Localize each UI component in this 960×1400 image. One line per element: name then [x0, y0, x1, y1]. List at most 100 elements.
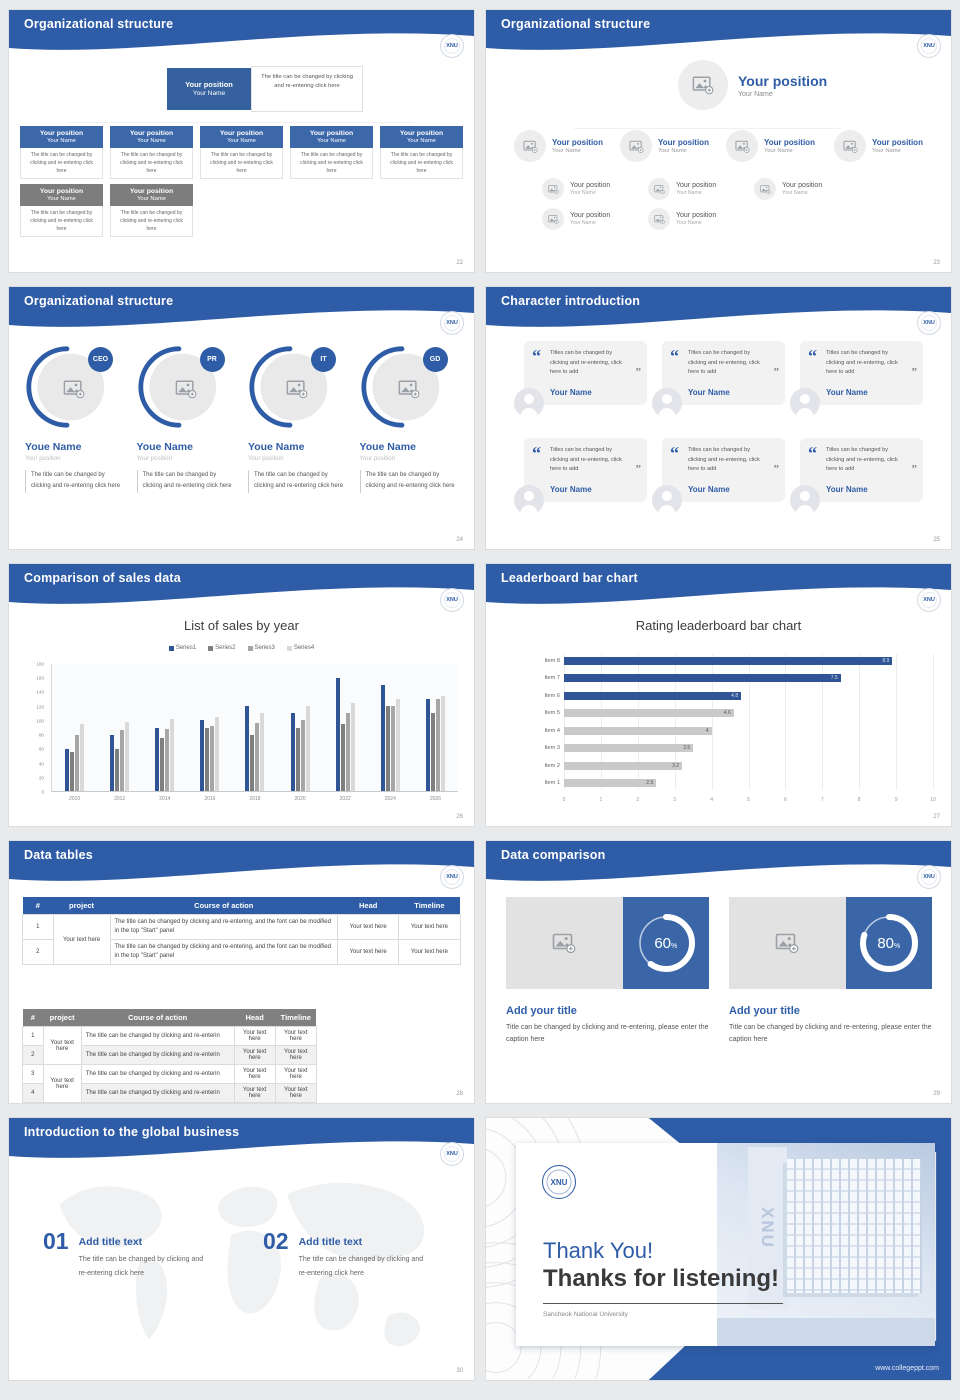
image-placeholder-icon [735, 139, 750, 154]
university-logo-stamp: XNU [440, 34, 464, 58]
quote-text: Titles can be changed by clicking and re… [826, 350, 898, 375]
slide-header: Organizational structure [9, 10, 474, 56]
root-position: Your position [738, 72, 828, 89]
person-name: Youe Name [359, 441, 416, 453]
slide-29[interactable]: Data comparison XNU 60% Add your title T… [486, 841, 951, 1103]
slide-22[interactable]: Organizational structure XNU Your positi… [9, 10, 474, 272]
close-quote-icon: ” [773, 463, 780, 475]
quote-card: “ Titles can be changed by clicking and … [652, 341, 785, 418]
image-placeholder-icon [548, 184, 559, 195]
role-badge: GD [422, 347, 448, 372]
quote-text: Titles can be changed by clicking and re… [550, 447, 622, 472]
person-avatar-icon [790, 388, 820, 418]
org-node-gray: Your position Your Name The title can be… [20, 184, 103, 237]
block-caption: Title can be changed by clicking and re-… [506, 1024, 709, 1043]
slide-header: Data comparison [486, 841, 951, 887]
image-placeholder-icon [548, 214, 559, 225]
table-row: 2 The title can be changed by clicking a… [22, 1045, 317, 1065]
slide-title: Comparison of sales data [24, 571, 181, 585]
open-quote-icon: “ [532, 443, 541, 463]
university-logo: XNU [542, 1165, 576, 1199]
person-avatar-icon [652, 485, 682, 515]
slide-title: Data tables [24, 848, 93, 862]
person-position: Your position [248, 455, 284, 462]
people-grid: CEO Youe Name Your position The title ca… [25, 345, 458, 493]
slide-header: Comparison of sales data [9, 564, 474, 610]
slide-24[interactable]: Organizational structure XNU CEO Youe Na… [9, 287, 474, 549]
donut-chart: 80% [845, 897, 932, 989]
org-node: Your position Your Name The title can be… [290, 126, 373, 179]
quote-card: “ Titles can be changed by clicking and … [514, 438, 647, 515]
image-placeholder-icon [692, 74, 714, 96]
campus-photo: XNU [717, 1143, 935, 1346]
close-quote-icon: ” [635, 463, 642, 475]
quote-card: “ Titles can be changed by clicking and … [652, 438, 785, 515]
portrait-frame [249, 346, 328, 428]
quote-text: Titles can be changed by clicking and re… [826, 447, 898, 472]
root-description: The title can be changed by clicking and… [251, 66, 363, 112]
org-node: Your position Your Name The title can be… [20, 126, 103, 179]
person-card: GD Youe Name Your position The title can… [359, 345, 459, 493]
image-placeholder [506, 897, 623, 989]
item-number: 01 [43, 1228, 69, 1254]
org-subnode: Your position Your Name [542, 178, 610, 200]
divider-line [543, 1303, 783, 1304]
item-number: 02 [263, 1228, 289, 1254]
org-node: Your position Your Name The title can be… [200, 126, 283, 179]
leaderboard-plot: 0 1 2 3 4 5 6 7 8 9 10 Item 8 8.9 Item 7 7.5 Item 6 4.8… [544, 654, 936, 803]
slide-23[interactable]: Organizational structure XNU Your positi… [486, 10, 951, 272]
sales-plot: 2010 2012 2014 2016 2018 2020 2022 2024 2026 [51, 664, 458, 802]
org-subnode: Your position Your Name [648, 178, 716, 200]
person-name: Your Name [826, 388, 868, 397]
slide-title: Character introduction [501, 294, 641, 308]
org-subnode: Your position Your Name [542, 208, 610, 230]
image-placeholder-icon [63, 378, 85, 400]
table-row: 4 The title can be changed by clicking a… [22, 1083, 317, 1103]
close-quote-icon: ” [773, 366, 780, 378]
person-description: The title can be changed by clicking and… [136, 470, 236, 493]
page-number: 23 [933, 260, 940, 266]
page-number: 26 [456, 814, 463, 820]
image-placeholder-icon [552, 931, 576, 955]
open-quote-icon: “ [670, 346, 679, 366]
quote-text: Titles can be changed by clicking and re… [688, 447, 760, 472]
slide-26[interactable]: Comparison of sales data XNU List of sal… [9, 564, 474, 826]
quote-text: Titles can be changed by clicking and re… [688, 350, 760, 375]
open-quote-icon: “ [532, 346, 541, 366]
person-avatar-icon [514, 485, 544, 515]
person-card: CEO Youe Name Your position The title ca… [25, 345, 124, 493]
item-description: The title can be changed by clicking and… [298, 1256, 424, 1277]
root-name: Your Name [192, 89, 226, 97]
page-number: 27 [933, 814, 940, 820]
portrait-frame [360, 346, 439, 428]
building-sign: XNU [758, 1207, 778, 1250]
percent-value: 80 [877, 934, 895, 952]
thank-you-text: Thank You! [543, 1238, 654, 1263]
open-quote-icon: “ [808, 443, 817, 463]
close-quote-icon: ” [635, 366, 642, 378]
person-description: The title can be changed by clicking and… [25, 470, 124, 493]
slide-27[interactable]: Leaderboard bar chart XNU Rating leaderb… [486, 564, 951, 826]
role-badge: IT [311, 347, 336, 372]
role-badge: PR [199, 347, 225, 372]
slide-25[interactable]: Character introduction XNU “ Titles can … [486, 287, 951, 549]
slide-thank-you[interactable]: XNU XNU Thank You! Thanks for listening!… [486, 1118, 951, 1380]
page-number: 29 [933, 1091, 940, 1097]
slide-28[interactable]: Data tables XNU # project Course of acti… [9, 841, 474, 1103]
person-position: Your position [136, 455, 173, 462]
root-position: Your position [185, 79, 233, 89]
block-title: Add your title [506, 1005, 577, 1017]
university-logo-stamp: XNU [440, 865, 464, 889]
donut-chart: 60% [622, 897, 709, 989]
slide-header: Data tables [9, 841, 474, 887]
org-node: Your position Your Name [514, 130, 603, 162]
image-placeholder-icon [775, 931, 799, 955]
image-placeholder-icon [286, 378, 308, 400]
person-name: Your Name [688, 485, 730, 494]
data-table-gray: # project Course of action Head Timeline… [22, 1009, 317, 1103]
slide-header: Leaderboard bar chart [486, 564, 951, 610]
quote-text: Titles can be changed by clicking and re… [550, 350, 622, 375]
thank-you-card: XNU XNU Thank You! Thanks for listening!… [516, 1143, 935, 1346]
slide-30[interactable]: Introduction to the global business XNU … [9, 1118, 474, 1380]
